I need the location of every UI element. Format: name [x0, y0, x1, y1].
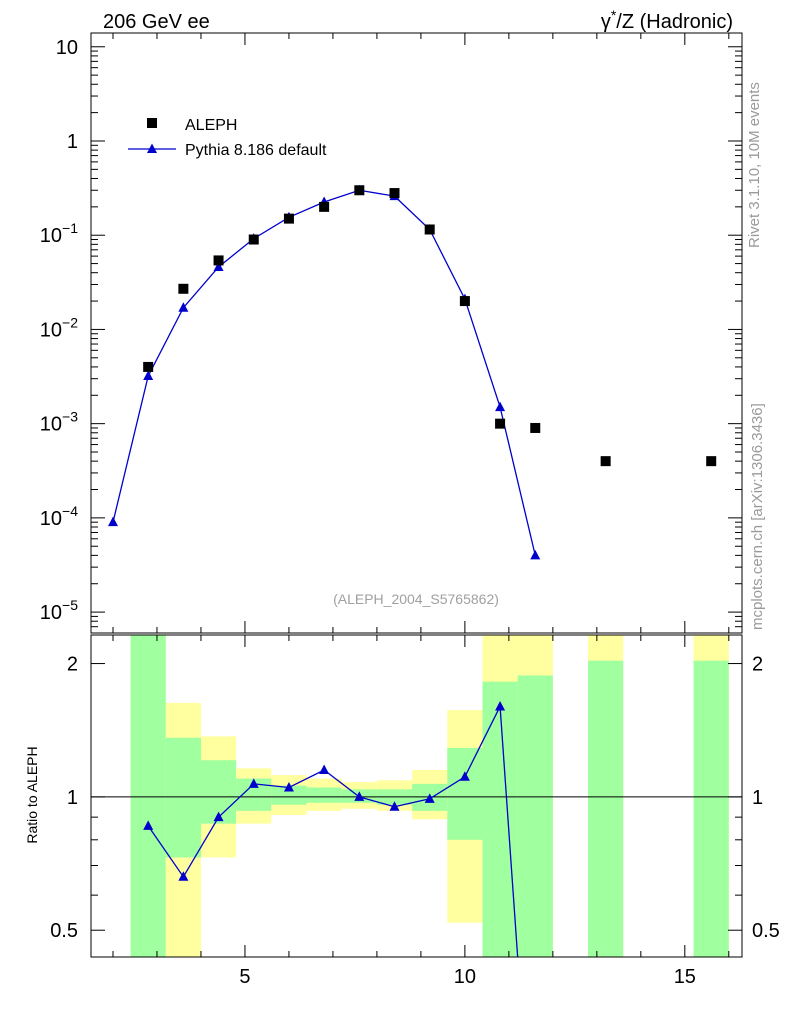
y-tick-exponent: −1 — [62, 220, 78, 236]
y-tick-base: 10 — [40, 602, 62, 624]
main-y-tick-label: 10−3 — [40, 409, 78, 436]
y-tick-exponent: −5 — [62, 597, 78, 613]
ratio-y-tick-label-left: 0.5 — [50, 920, 78, 942]
series-layer — [107, 184, 717, 958]
x-tick-label-5: 5 — [239, 966, 250, 988]
ratio-y-tick-label-right: 1 — [752, 787, 763, 809]
ratio-point — [495, 700, 506, 711]
ratio-y-tick-label-left: 2 — [67, 654, 78, 676]
aleph-point — [495, 418, 506, 429]
ratio-point — [178, 871, 189, 881]
ratio-green-band-5 — [306, 787, 342, 803]
y-tick-base: 10 — [56, 37, 78, 59]
x-tick-label-15: 15 — [674, 966, 696, 988]
ratio-green-band-4 — [271, 785, 307, 805]
aleph-point — [354, 185, 365, 196]
aleph-point — [283, 213, 294, 224]
aleph-point — [706, 456, 717, 467]
ratio-green-band-9 — [447, 747, 483, 840]
main-y-tick-label: 10−5 — [40, 597, 78, 624]
ratio-green-band-11 — [517, 675, 553, 957]
ratio-ylabel: Ratio to ALEPH — [24, 746, 40, 843]
ratio-point — [389, 801, 400, 811]
aleph-point — [389, 188, 400, 199]
main-plot-frame — [90, 32, 743, 634]
main-y-tick-label: 10 — [56, 37, 78, 59]
y-tick-base: 1 — [67, 131, 78, 153]
aleph-point — [424, 224, 435, 235]
ratio-point — [424, 793, 435, 803]
mcplots-label: mcplots.cern.ch [arXiv:1306.3436] — [749, 403, 766, 630]
ratio-y-tick-label-right: 0.5 — [752, 920, 780, 942]
header-process: /Z (Hadronic) — [616, 11, 733, 33]
aleph-point — [530, 422, 541, 433]
ratio-y-tick-label-left: 1 — [67, 787, 78, 809]
header-left: 206 GeV ee — [103, 11, 210, 33]
main-y-tick-label: 1 — [67, 131, 78, 153]
ratio-green-band-1 — [165, 737, 201, 858]
aleph-point — [319, 201, 330, 212]
y-tick-exponent: −4 — [62, 503, 78, 519]
mc-point — [178, 302, 189, 312]
mc-series-line — [112, 189, 536, 556]
rivet-label: Rivet 3.1.10, 10M events — [746, 82, 763, 248]
y-tick-base: 10 — [40, 508, 62, 530]
ratio-green-band-12 — [588, 660, 624, 957]
mc-point — [213, 261, 224, 271]
ratio-green-band-0 — [130, 635, 166, 957]
y-tick-exponent: −2 — [62, 314, 78, 330]
mc-point — [143, 370, 154, 381]
x-tick-label-10: 10 — [454, 966, 476, 988]
ratio-y-tick-label-right: 2 — [752, 654, 763, 676]
legend-mc-marker — [147, 143, 157, 153]
mc-point — [495, 401, 506, 412]
y-tick-base: 10 — [40, 414, 62, 436]
header-right: γ*/Z (Hadronic) — [601, 7, 733, 33]
legend-data-marker — [147, 118, 157, 128]
main-y-tick-label: 10−1 — [40, 220, 78, 247]
ratio-point — [283, 781, 294, 792]
ratio-point — [213, 811, 224, 822]
y-tick-base: 10 — [40, 319, 62, 341]
ratio-green-band-13 — [693, 660, 729, 957]
ratio-point — [459, 771, 470, 781]
legend-mc-label: Pythia 8.186 default — [185, 142, 327, 159]
y-tick-exponent: −3 — [62, 409, 78, 425]
mc-point — [107, 516, 118, 527]
ratio-green-band-10 — [482, 681, 518, 957]
frames-layer — [90, 32, 743, 958]
ratio-point — [248, 778, 259, 788]
aleph-point — [248, 234, 259, 245]
main-y-tick-label: 10−4 — [40, 503, 78, 530]
ratio-point — [354, 791, 365, 801]
ratio-series-line — [147, 704, 519, 958]
header-gamma: γ — [601, 11, 611, 33]
legend-data-label: ALEPH — [185, 117, 237, 134]
aleph-point — [459, 296, 470, 307]
aleph-point — [178, 283, 189, 294]
y-tick-base: 10 — [40, 225, 62, 247]
analysis-watermark: (ALEPH_2004_S5765862) — [333, 591, 499, 607]
aleph-point — [600, 456, 611, 467]
mc-point — [530, 549, 541, 560]
main-y-tick-label: 10−2 — [40, 314, 78, 341]
ratio-plot-frame — [90, 634, 743, 958]
aleph-point — [213, 255, 224, 266]
ratio-point — [143, 820, 154, 830]
ratio-point — [319, 764, 330, 774]
aleph-point — [143, 361, 154, 372]
legend: ALEPH Pythia 8.186 default — [128, 117, 327, 159]
header-star: * — [611, 7, 617, 23]
